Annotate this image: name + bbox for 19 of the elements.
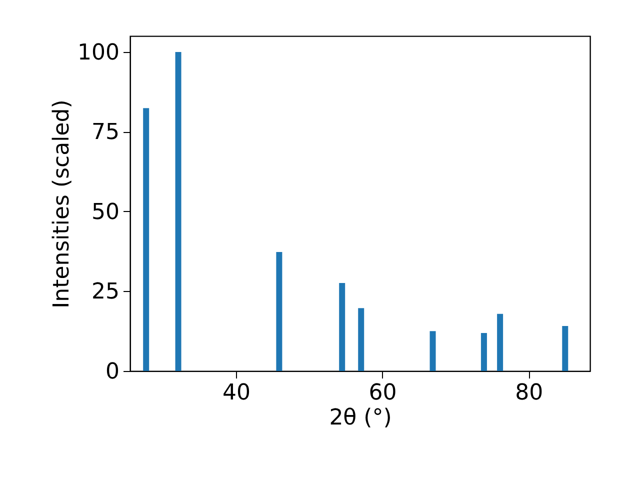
- x-axis-title: 2θ (°): [329, 406, 392, 430]
- y-tick-label: 75: [92, 120, 120, 146]
- bar: [497, 314, 504, 371]
- bar: [562, 326, 568, 371]
- bar: [143, 108, 150, 371]
- x-tick-label: 40: [222, 380, 251, 406]
- y-tick-label: 0: [106, 360, 120, 384]
- bar: [175, 52, 182, 371]
- x-tick-label: 80: [515, 380, 544, 406]
- bar: [339, 282, 346, 371]
- y-axis-title: Intensities (scaled): [50, 100, 75, 308]
- bar: [430, 331, 436, 371]
- bar: [480, 333, 487, 371]
- y-tick-label: 25: [92, 280, 120, 305]
- bar: [276, 252, 282, 371]
- x-tick-label: 60: [368, 380, 397, 406]
- y-tick-label: 100: [78, 40, 120, 66]
- bar: [358, 308, 364, 371]
- y-tick-label: 50: [92, 200, 120, 225]
